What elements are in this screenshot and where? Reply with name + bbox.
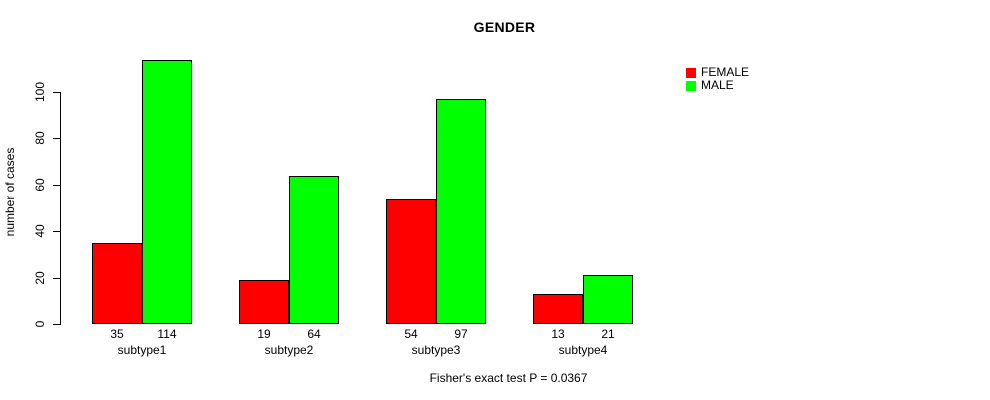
legend-item-male: MALE: [686, 79, 749, 92]
legend-label-male: MALE: [701, 78, 734, 92]
y-tick: [53, 277, 61, 279]
chart-title: GENDER: [473, 19, 536, 35]
bar-value-label: 114: [157, 327, 177, 341]
x-category-label-subtype3: subtype3: [411, 343, 461, 357]
y-tick-label: 100: [33, 81, 47, 103]
y-tick-label: 40: [33, 224, 47, 238]
y-tick-label: 80: [33, 131, 47, 146]
legend: FEMALE MALE: [686, 66, 749, 92]
bar-value-label: 97: [454, 327, 468, 341]
male-color-swatch: [686, 80, 696, 91]
bar-female-subtype2: [239, 279, 289, 324]
female-color-swatch: [686, 67, 696, 78]
x-category-label-subtype4: subtype4: [558, 343, 608, 357]
bar-value-label: 35: [110, 327, 124, 341]
legend-label-female: FEMALE: [701, 65, 750, 79]
legend-item-female: FEMALE: [686, 66, 749, 79]
bar-male-subtype1: [142, 59, 192, 324]
y-tick: [53, 138, 61, 140]
y-tick: [53, 184, 61, 186]
bar-male-subtype3: [436, 98, 486, 324]
bar-female-subtype1: [92, 242, 142, 324]
y-tick: [53, 92, 61, 93]
x-category-label-subtype2: subtype2: [264, 343, 314, 357]
bar-female-subtype3: [386, 198, 436, 324]
y-tick-label: 0: [33, 320, 47, 328]
bar-value-label: 19: [257, 327, 271, 341]
y-axis-line: [60, 92, 61, 325]
y-axis-title: number of cases: [3, 147, 17, 237]
bar-value-label: 64: [307, 327, 321, 341]
x-category-label-subtype1: subtype1: [117, 343, 167, 357]
y-tick: [53, 324, 61, 325]
y-tick-label: 20: [33, 270, 47, 285]
bar-female-subtype4: [533, 293, 583, 324]
bar-male-subtype4: [583, 275, 633, 324]
bar-value-label: 21: [601, 327, 615, 341]
bar-value-label: 13: [551, 327, 565, 341]
y-tick: [53, 231, 61, 233]
bar-male-subtype2: [289, 175, 339, 324]
y-tick-label: 60: [33, 178, 47, 192]
bar-value-label: 54: [404, 327, 418, 341]
caption-fishers-exact-test: Fisher's exact test P = 0.0367: [429, 371, 588, 385]
